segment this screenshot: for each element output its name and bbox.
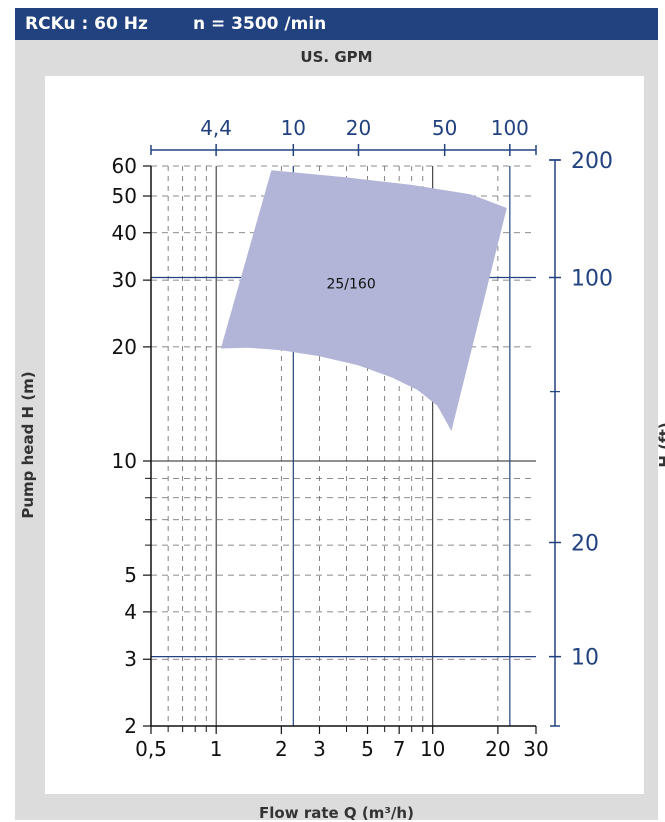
x-tick-label: 0,5: [135, 737, 167, 761]
plot-area: 25/160 0,5 1 2 3 5 7 10 20 30 2 3 4 5 10 20 30 40 50 60 4,4 1…: [45, 76, 644, 794]
y-tick-label: 20: [112, 335, 137, 359]
y-tick-label: 3: [124, 647, 137, 671]
gpm-tick-label: 20: [346, 116, 371, 140]
ft-tick-label: 200: [571, 149, 613, 174]
x-tick-label: 2: [275, 737, 288, 761]
x-tick-label: 1: [210, 737, 223, 761]
x-tick-label: 3: [313, 737, 326, 761]
secondary-y-axis-label: H (ft): [656, 422, 665, 467]
chart-header: RCKu : 60 Hz n = 3500 /min: [15, 8, 658, 40]
x-tick-label: 20: [485, 737, 510, 761]
y-tick-label: 5: [124, 563, 137, 587]
y-tick-label: 40: [112, 221, 137, 245]
y-tick-label: 30: [112, 268, 137, 292]
x-tick-label: 5: [361, 737, 374, 761]
pump-curve-region: [220, 170, 507, 431]
ft-tick-label: 100: [571, 267, 613, 292]
y-axis-label: Pump head H (m): [19, 371, 37, 519]
y-tick-label: 10: [112, 449, 137, 473]
gpm-tick-label: 100: [491, 116, 529, 140]
chart-frame: RCKu : 60 Hz n = 3500 /min US. GPM 25/16…: [15, 8, 665, 822]
chart-title: RCKu : 60 Hz: [25, 14, 148, 34]
x-axis-label: Flow rate Q (m³/h): [259, 804, 414, 822]
y-tick-label: 2: [124, 714, 137, 738]
y-tick-label: 60: [112, 154, 137, 178]
x-tick-label: 10: [420, 737, 445, 761]
x-tick-label: 30: [523, 737, 548, 761]
x-tick-label: 7: [393, 737, 406, 761]
gpm-tick-label: 10: [281, 116, 306, 140]
y-tick-label: 50: [112, 184, 137, 208]
gpm-tick-label: 50: [432, 116, 457, 140]
gpm-tick-label: 4,4: [200, 116, 232, 140]
ft-tick-label: 20: [571, 532, 599, 557]
ft-tick-label: 10: [571, 646, 599, 671]
speed-label: n = 3500 /min: [193, 14, 327, 34]
y-tick-label: 4: [124, 600, 137, 624]
curve-label: 25/160: [326, 277, 375, 293]
secondary-x-axis-label: US. GPM: [300, 48, 373, 66]
